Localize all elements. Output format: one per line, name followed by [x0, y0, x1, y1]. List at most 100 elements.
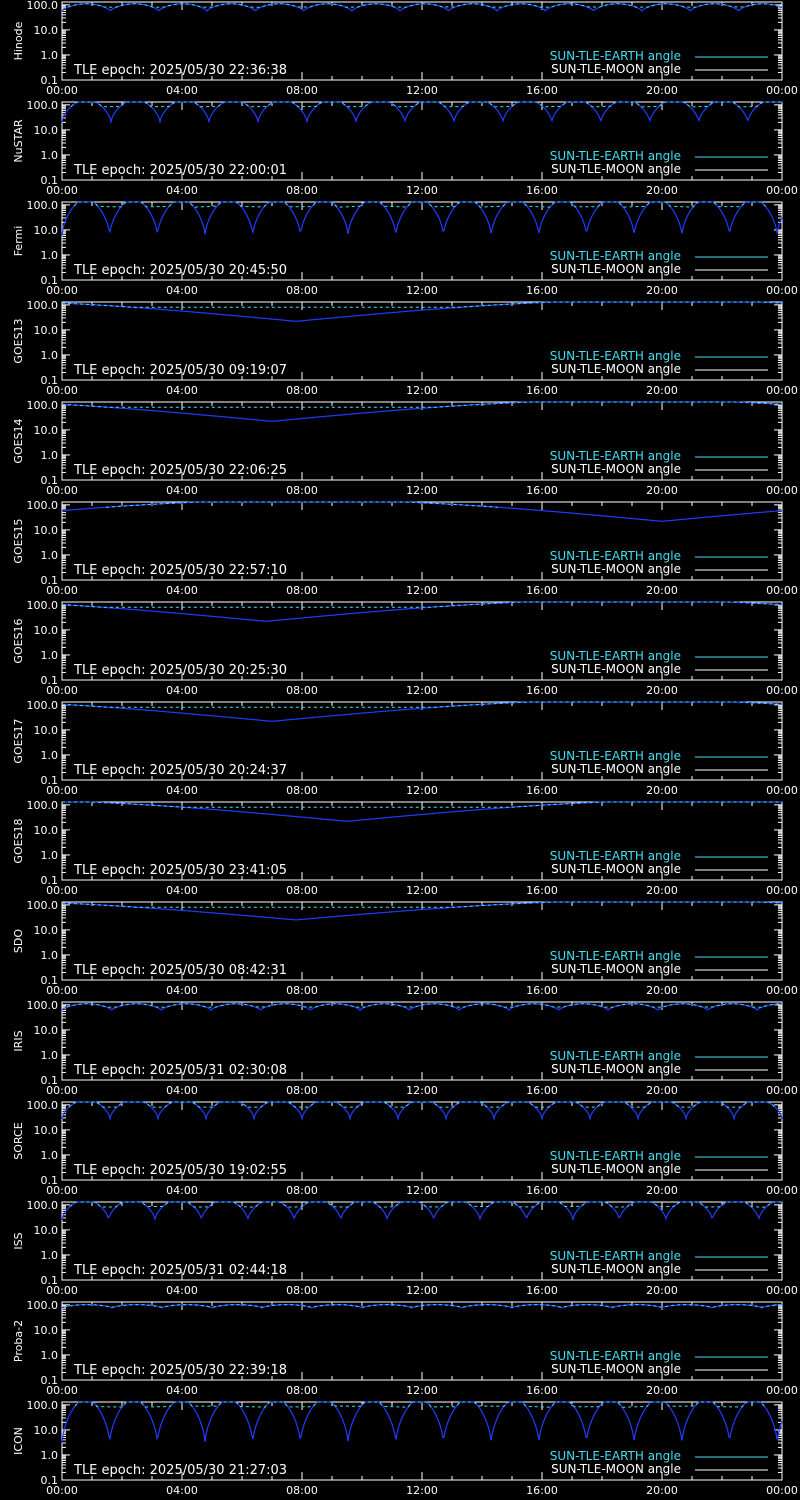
y-tick-label: 1.0	[41, 349, 59, 362]
y-tick-label: 10.0	[34, 324, 59, 337]
chart-svg: 100.010.01.00.100:00 04:00 08:00 12:00 16:00…	[12, 100, 798, 197]
y-tick-label: 0.1	[41, 674, 59, 687]
tle-epoch-label: TLE epoch: 2025/05/30 08:42:31	[73, 963, 287, 978]
series-line-earth-highlight	[61, 401, 782, 408]
chart-panel-goes18: 100.0 10.0 1.0 0.1 00:00 04:00 08:00 12:00 16:00…	[0, 800, 800, 900]
x-tick-label: 12:00	[406, 784, 438, 797]
y-tick-label: 1.0	[41, 1349, 59, 1362]
legend-moon-label: SUN-TLE-MOON angle	[551, 362, 681, 376]
y-axis-label: GOES13	[12, 318, 25, 363]
y-tick-label: 10.0	[34, 524, 59, 537]
y-tick-label: 100.0	[27, 800, 59, 812]
legend-earth-label: SUN-TLE-EARTH angle	[550, 649, 681, 663]
chart-svg: 100.010.01.00.100:00 04:00 08:00 12:00 16:00…	[12, 400, 798, 497]
chart-panel-fermi: 100.0 10.0 1.0 0.1 00:00 04:00 08:00 12:00 16:00…	[0, 200, 800, 300]
legend-earth-label: SUN-TLE-EARTH angle	[550, 349, 681, 363]
y-tick-label: 10.0	[34, 724, 59, 737]
x-tick-label: 08:00	[286, 384, 318, 397]
legend-earth-label: SUN-TLE-EARTH angle	[550, 149, 681, 163]
x-tick-label: 20:00	[646, 384, 678, 397]
x-tick-label: 16:00	[526, 584, 558, 597]
x-tick-label: 16:00	[526, 884, 558, 897]
x-tick-label: 20:00	[646, 884, 678, 897]
series-line-earth-highlight	[70, 101, 783, 108]
x-tick-label: 00:00	[46, 184, 78, 197]
x-tick-label: 12:00	[406, 384, 438, 397]
tle-epoch-label: TLE epoch: 2025/05/31 02:44:18	[73, 1263, 287, 1278]
y-tick-label: 10.0	[34, 924, 59, 937]
y-tick-label: 1.0	[41, 849, 59, 862]
legend-earth-label: SUN-TLE-EARTH angle	[550, 849, 681, 863]
y-tick-label: 10.0	[34, 1124, 59, 1137]
x-tick-label: 04:00	[166, 584, 198, 597]
tle-epoch-label: TLE epoch: 2025/05/30 21:27:03	[73, 1463, 287, 1478]
y-tick-label: 1.0	[41, 749, 59, 762]
tle-epoch-label: TLE epoch: 2025/05/30 19:02:55	[73, 1163, 287, 1178]
legend-moon-label: SUN-TLE-MOON angle	[551, 162, 681, 176]
y-tick-label: 1.0	[41, 649, 59, 662]
legend-moon-label: SUN-TLE-MOON angle	[551, 662, 681, 676]
x-tick-label: 12:00	[406, 1284, 438, 1297]
chart-panel-goes17: 100.0 10.0 1.0 0.1 00:00 04:00 08:00 12:00 16:00…	[0, 700, 800, 800]
series-line-earth-highlight	[69, 1201, 782, 1208]
legend-moon-label: SUN-TLE-MOON angle	[551, 262, 681, 276]
tle-epoch-label: TLE epoch: 2025/05/31 02:30:08	[73, 1063, 287, 1078]
chart-panel-goes16: 100.0 10.0 1.0 0.1 00:00 04:00 08:00 12:00 16:00…	[0, 600, 800, 700]
y-tick-label: 100.0	[27, 400, 59, 412]
legend-moon-label: SUN-TLE-MOON angle	[551, 1362, 681, 1376]
chart-panel-hinode: 100.0 10.0 1.0 0.1 00:00 04:00 08:00 12:00 16:00…	[0, 0, 800, 100]
y-tick-label: 10.0	[34, 624, 59, 637]
y-tick-label: 100.0	[27, 900, 59, 912]
tle-epoch-label: TLE epoch: 2025/05/30 22:57:10	[73, 563, 287, 578]
x-tick-label: 08:00	[286, 1284, 318, 1297]
x-tick-label: 00:00	[766, 784, 798, 797]
y-tick-label: 100.0	[27, 600, 59, 612]
y-axis-label: SORCE	[12, 1122, 25, 1159]
y-tick-label: 0.1	[41, 474, 59, 487]
legend-earth-label: SUN-TLE-EARTH angle	[550, 49, 681, 63]
y-tick-label: 0.1	[41, 774, 59, 787]
y-tick-label: 0.1	[41, 274, 59, 287]
legend-earth-label: SUN-TLE-EARTH angle	[550, 1449, 681, 1463]
x-tick-label: 04:00	[166, 684, 198, 697]
y-tick-label: 100.0	[27, 300, 59, 312]
x-tick-label: 04:00	[166, 1284, 198, 1297]
x-tick-label: 08:00	[286, 284, 318, 297]
y-tick-label: 100.0	[27, 200, 59, 212]
chart-svg: 100.010.01.00.100:00 04:00 08:00 12:00 16:00…	[12, 1300, 798, 1397]
y-axis-label: ICON	[12, 1427, 25, 1455]
legend-moon-label: SUN-TLE-MOON angle	[551, 762, 681, 776]
x-tick-label: 20:00	[646, 1084, 678, 1097]
x-tick-label: 00:00	[46, 684, 78, 697]
x-tick-label: 00:00	[766, 1184, 798, 1197]
legend-earth-label: SUN-TLE-EARTH angle	[550, 449, 681, 463]
legend-moon-label: SUN-TLE-MOON angle	[551, 1062, 681, 1076]
chart-panel-sdo: 100.0 10.0 1.0 0.1 00:00 04:00 08:00 12:00 16:00…	[0, 900, 800, 1000]
x-tick-label: 20:00	[646, 184, 678, 197]
y-axis-label: Fermi	[12, 226, 25, 257]
chart-svg: 100.010.01.00.100:00 04:00 08:00 12:00 16:00…	[12, 0, 798, 97]
legend-earth-label: SUN-TLE-EARTH angle	[550, 549, 681, 563]
chart-svg: 100.010.01.00.100:00 04:00 08:00 12:00 16:00…	[12, 900, 798, 997]
tle-epoch-label: TLE epoch: 2025/05/30 20:45:50	[73, 263, 287, 278]
x-tick-label: 12:00	[406, 1084, 438, 1097]
y-tick-label: 10.0	[34, 24, 59, 37]
chart-svg: 100.010.01.00.100:00 04:00 08:00 12:00 16:00…	[12, 1200, 798, 1297]
x-tick-label: 04:00	[166, 84, 198, 97]
chart-panel-proba-2: 100.0 10.0 1.0 0.1 00:00 04:00 08:00 12:00 16:00…	[0, 1300, 800, 1400]
y-tick-label: 1.0	[41, 249, 59, 262]
tle-epoch-label: TLE epoch: 2025/05/30 22:39:18	[73, 1363, 287, 1378]
chart-panel-sorce: 100.0 10.0 1.0 0.1 00:00 04:00 08:00 12:00 16:00…	[0, 1100, 800, 1200]
legend-moon-label: SUN-TLE-MOON angle	[551, 1262, 681, 1276]
y-axis-label: Hinode	[12, 21, 25, 60]
x-tick-label: 08:00	[286, 884, 318, 897]
x-tick-label: 00:00	[766, 384, 798, 397]
chart-svg: 100.010.01.00.100:00 04:00 08:00 12:00 16:00…	[12, 800, 798, 897]
series-line-earth-highlight	[62, 801, 782, 808]
x-tick-label: 08:00	[286, 184, 318, 197]
y-axis-label: GOES18	[12, 818, 25, 863]
x-tick-label: 00:00	[766, 684, 798, 697]
series-line-earth-highlight	[74, 1401, 766, 1408]
y-axis-label: GOES14	[12, 418, 25, 463]
y-tick-label: 0.1	[41, 1174, 59, 1187]
